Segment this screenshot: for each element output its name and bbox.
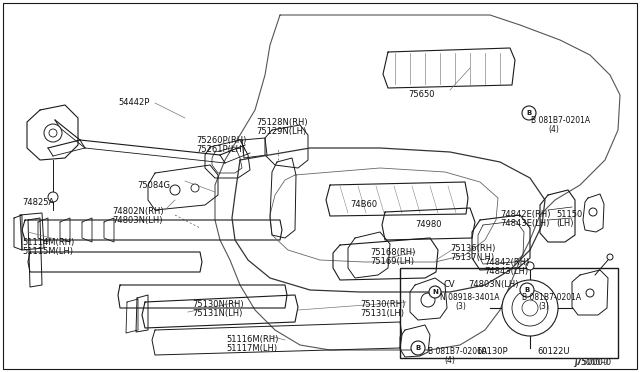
Text: 75137(LH): 75137(LH) — [450, 253, 494, 262]
Text: 60130P: 60130P — [476, 347, 508, 356]
Circle shape — [512, 290, 548, 326]
Circle shape — [586, 289, 594, 297]
Text: (3): (3) — [538, 302, 549, 311]
Text: (3): (3) — [455, 302, 466, 311]
Circle shape — [520, 283, 534, 297]
Text: 54442P: 54442P — [118, 98, 149, 107]
Circle shape — [429, 286, 441, 298]
Text: 74825A: 74825A — [22, 198, 54, 207]
Text: 51150: 51150 — [556, 210, 582, 219]
Circle shape — [589, 208, 597, 216]
Text: (4): (4) — [444, 356, 455, 365]
Text: 75261P(LH): 75261P(LH) — [196, 145, 245, 154]
Text: 60122U: 60122U — [537, 347, 570, 356]
Text: 51117M(LH): 51117M(LH) — [226, 344, 277, 353]
Text: N: N — [432, 289, 438, 295]
Text: 75128N(RH): 75128N(RH) — [256, 118, 308, 127]
Text: B 081B7-0201A: B 081B7-0201A — [428, 347, 487, 356]
Text: 75131N(LH): 75131N(LH) — [192, 309, 243, 318]
Circle shape — [522, 106, 536, 120]
Circle shape — [502, 280, 558, 336]
Circle shape — [44, 124, 62, 142]
Text: 74843(LH): 74843(LH) — [484, 267, 528, 276]
Circle shape — [522, 300, 538, 316]
Text: 74842(RH): 74842(RH) — [484, 258, 529, 267]
Circle shape — [49, 129, 57, 137]
Text: J75000-0: J75000-0 — [574, 358, 611, 367]
Bar — [400, 268, 618, 358]
Circle shape — [191, 184, 199, 192]
Text: B: B — [415, 345, 420, 351]
Text: CV: CV — [444, 280, 456, 289]
Text: B 081B7-0201A: B 081B7-0201A — [531, 116, 590, 125]
Text: B: B — [524, 287, 530, 293]
Text: B: B — [526, 110, 532, 116]
Text: 75129N(LH): 75129N(LH) — [256, 127, 307, 136]
Text: 75130(RH): 75130(RH) — [360, 300, 405, 309]
Text: 75260P(RH): 75260P(RH) — [196, 136, 246, 145]
Circle shape — [526, 262, 534, 270]
Text: 75084G: 75084G — [137, 181, 170, 190]
Circle shape — [411, 341, 425, 355]
Text: 75168(RH): 75168(RH) — [370, 248, 415, 257]
Text: (4): (4) — [548, 125, 559, 134]
Text: 51116M(RH): 51116M(RH) — [226, 335, 278, 344]
Text: 51114M(RH): 51114M(RH) — [22, 238, 74, 247]
Text: (LH): (LH) — [556, 219, 573, 228]
Text: 75169(LH): 75169(LH) — [370, 257, 414, 266]
Text: N 08918-3401A: N 08918-3401A — [440, 293, 499, 302]
Circle shape — [48, 192, 58, 202]
Circle shape — [170, 185, 180, 195]
Text: 74B60: 74B60 — [350, 200, 377, 209]
Text: 75650: 75650 — [408, 90, 435, 99]
Circle shape — [607, 254, 613, 260]
Text: 74843E(LH): 74843E(LH) — [500, 219, 549, 228]
Text: 74842E(RH): 74842E(RH) — [500, 210, 550, 219]
Text: 75131(LH): 75131(LH) — [360, 309, 404, 318]
Text: 74803N(LH): 74803N(LH) — [468, 280, 518, 289]
Text: B 081B7-0201A: B 081B7-0201A — [522, 293, 581, 302]
Text: 74803N(LH): 74803N(LH) — [112, 216, 163, 225]
Text: 74980: 74980 — [415, 220, 442, 229]
Text: 51115M(LH): 51115M(LH) — [22, 247, 73, 256]
Text: 74802N(RH): 74802N(RH) — [112, 207, 164, 216]
Text: 75130N(RH): 75130N(RH) — [192, 300, 244, 309]
Text: 75136(RH): 75136(RH) — [450, 244, 495, 253]
Circle shape — [421, 293, 435, 307]
Text: J75000-0: J75000-0 — [574, 358, 608, 367]
